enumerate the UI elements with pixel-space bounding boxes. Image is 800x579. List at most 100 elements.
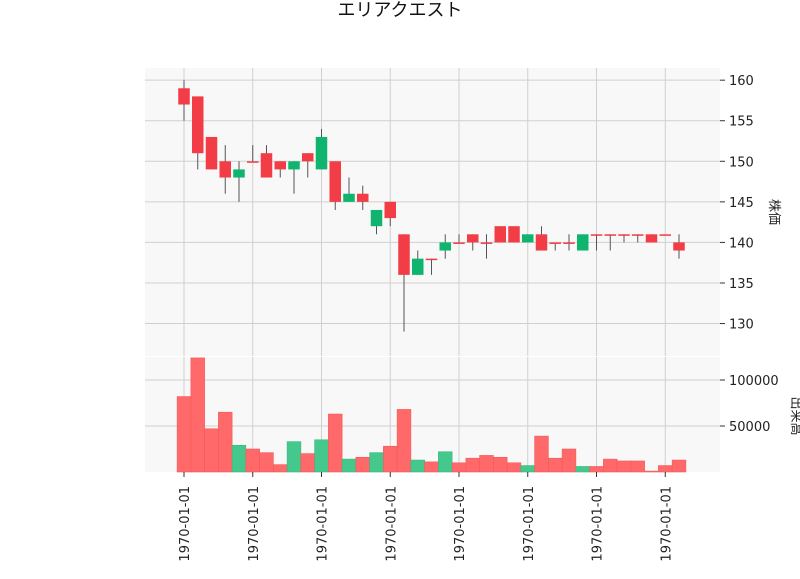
volume-bar (630, 460, 645, 473)
candle-body (425, 258, 438, 261)
x-tick-label: 1970-01-01 (178, 486, 193, 562)
x-tick-label: 1970-01-01 (659, 486, 674, 562)
volume-bar (286, 441, 302, 473)
candle-body (357, 193, 369, 202)
x-tick-label: 1970-01-01 (316, 486, 331, 562)
volume-bar (410, 459, 425, 473)
candle-body (480, 242, 493, 244)
volume-bar (603, 458, 618, 473)
volume-bar (493, 456, 508, 473)
candle-body (205, 136, 218, 170)
volume-bar (314, 439, 329, 473)
candle-body (659, 234, 671, 236)
candle-body (219, 161, 231, 178)
candle-body (535, 234, 548, 251)
candle-body (343, 193, 355, 202)
volume-bar (548, 457, 563, 473)
volume-bar (190, 357, 205, 473)
candle-body (494, 226, 506, 243)
volume-bar (589, 466, 604, 473)
price-tick-label: 135 (729, 277, 754, 292)
candle-body (370, 209, 383, 227)
volume-bar (231, 445, 247, 473)
candle-body (329, 161, 341, 202)
volume-bar (644, 470, 659, 473)
volume-bar (479, 455, 494, 473)
price-tick-label: 145 (729, 196, 754, 211)
candle-body (590, 234, 603, 236)
volume-bar (506, 462, 522, 473)
candle-body (522, 234, 534, 243)
volume-bar (451, 462, 467, 473)
candle-body (384, 201, 396, 219)
volume-bar (658, 465, 673, 473)
candle-body (577, 234, 589, 251)
x-tick-label: 1970-01-01 (591, 486, 606, 562)
volume-bar (218, 411, 233, 473)
candle-body (412, 258, 424, 275)
volume-bar (575, 466, 590, 473)
chart-title: エリアクエスト (337, 0, 463, 21)
volume-bar (245, 448, 260, 473)
price-tick-label: 140 (729, 236, 754, 251)
x-tick-label: 1970-01-01 (453, 486, 468, 562)
candle-body (315, 136, 328, 170)
candle-body (604, 234, 616, 236)
volume-bar (438, 451, 453, 473)
volume-bar (520, 465, 535, 473)
volume-bar (424, 461, 439, 473)
candle-body (563, 242, 575, 244)
volume-bar (369, 452, 384, 473)
candle-body (439, 242, 451, 251)
candle-layer (178, 80, 685, 332)
volume-bar (341, 458, 357, 473)
candle-body (549, 242, 561, 244)
volume-layer (176, 357, 687, 473)
candle-body (192, 96, 204, 154)
candle-body (645, 234, 658, 243)
candle-body (508, 226, 520, 243)
price-tick-label: 130 (729, 318, 754, 333)
volume-bar (465, 457, 480, 473)
volume-bar (355, 456, 370, 473)
volume-bar (259, 452, 274, 473)
volume-bar (328, 413, 343, 473)
price-axis-label: 株価 (766, 199, 781, 225)
candle-body (467, 234, 479, 243)
price-tick-label: 160 (729, 74, 754, 89)
x-tick-label: 1970-01-01 (247, 486, 262, 562)
candle-body (632, 234, 644, 236)
volume-tick-label: 50000 (729, 420, 770, 435)
x-tick-label: 1970-01-01 (384, 486, 399, 562)
volume-axis-label: 出来高 (788, 396, 800, 435)
price-tick-label: 155 (729, 115, 754, 130)
candle-body (618, 234, 630, 236)
candle-body (260, 153, 273, 178)
volume-bar (176, 396, 192, 473)
volume-bar (396, 409, 412, 473)
volume-bar (561, 448, 577, 473)
volume-tick-label: 100000 (729, 374, 779, 389)
candle-body (247, 161, 259, 163)
candle-body (398, 234, 410, 275)
volume-bar (204, 428, 219, 473)
candle-body (453, 242, 465, 244)
candle-body (233, 169, 245, 178)
candle-body (178, 88, 190, 105)
volume-bar (383, 445, 398, 473)
volume-bar (616, 460, 632, 473)
candle-body (673, 242, 685, 251)
candle-body (274, 161, 286, 170)
candle-body (302, 153, 314, 162)
volume-bar (534, 435, 549, 473)
price-panel-background (145, 68, 720, 356)
x-tick-label: 1970-01-01 (522, 486, 537, 562)
volume-bar (300, 453, 315, 473)
axis-layer: 130 135 140 145 150 155 160 50000 100000 1970-01-… (178, 74, 779, 561)
volume-bar (671, 459, 687, 473)
volume-bar (273, 464, 288, 473)
candle-body (288, 161, 300, 170)
price-tick-label: 150 (729, 155, 754, 170)
